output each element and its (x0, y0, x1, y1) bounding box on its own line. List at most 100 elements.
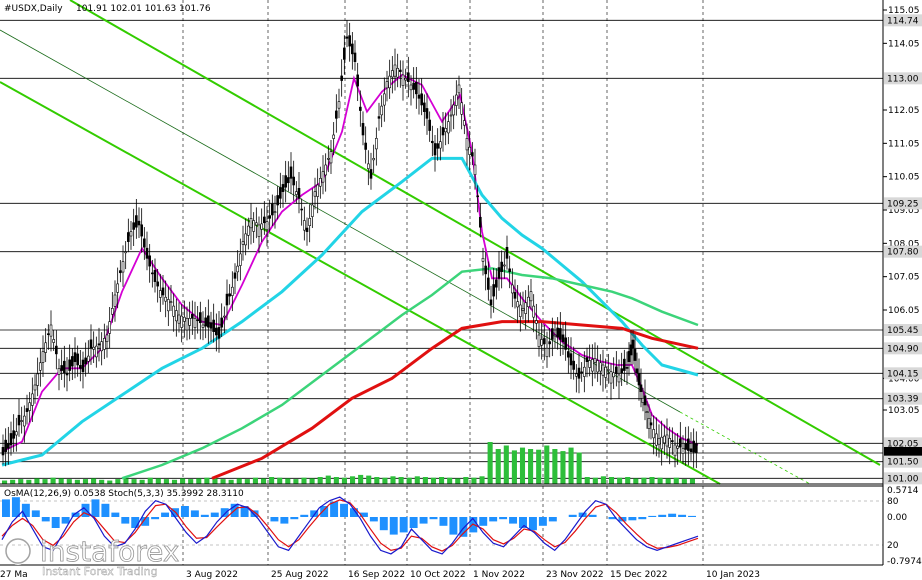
candle-body (73, 352, 77, 362)
candle-body (500, 261, 503, 272)
candle-body (665, 434, 669, 447)
candle-body (473, 164, 477, 175)
candle-body (151, 272, 154, 275)
candle-body (236, 265, 239, 273)
candle-body (65, 372, 69, 376)
osma-bar (449, 517, 458, 535)
candle-body (591, 359, 594, 372)
candle-body (516, 301, 519, 308)
volume-bar (544, 445, 550, 484)
volume-bar (617, 477, 623, 484)
price-level-badge (884, 14, 922, 27)
candle-body (492, 284, 495, 297)
osma-bar (638, 517, 647, 520)
date-tick-label: 23 Nov 2022 (546, 570, 604, 580)
candle-body (612, 372, 615, 378)
candle-body (12, 430, 15, 439)
price-level-badge (884, 367, 922, 380)
candle-body (260, 223, 263, 230)
candle-body (113, 294, 117, 307)
price-level-label: 101.50 (887, 458, 919, 468)
osma-bar (489, 517, 498, 522)
osma-bar (250, 510, 259, 517)
candle-body (324, 164, 327, 176)
candle-body (23, 415, 26, 427)
osma-bar (190, 510, 199, 517)
volume-bar (560, 451, 566, 484)
candle-body (452, 104, 455, 116)
osma-bar (61, 517, 70, 524)
candle-body (495, 279, 498, 288)
volume-bar (2, 480, 8, 484)
osma-bar (31, 510, 40, 517)
candle-body (505, 246, 509, 259)
candle-body (244, 233, 247, 246)
volume-bar (115, 479, 121, 484)
volume-bar (600, 476, 606, 484)
candle-body (196, 319, 199, 322)
subwindow-axis-label: 20 (887, 541, 899, 551)
candle-body (108, 321, 111, 334)
volume-bar (568, 447, 574, 484)
subwindow-axis-label: 0.00 (887, 513, 907, 523)
candle-body (25, 408, 29, 412)
candle-body (287, 177, 290, 184)
osma-bar (270, 517, 279, 522)
price-level-label: 105.45 (887, 326, 919, 336)
candle-body (655, 433, 658, 446)
price-level-badge (884, 324, 922, 336)
candle-body (596, 360, 599, 373)
candle-body (627, 351, 631, 362)
volume-bar (430, 477, 437, 484)
volume-bar (155, 478, 161, 484)
volume-bar (293, 479, 299, 484)
candle-body (436, 143, 439, 149)
candle-body (161, 287, 165, 296)
candle-body (519, 304, 522, 317)
candle-body (463, 120, 466, 126)
candle-body (692, 440, 695, 453)
volume-bar (681, 479, 687, 484)
candle-body (124, 251, 127, 254)
date-tick-label: 25 Aug 2022 (271, 570, 329, 580)
osma-bar (41, 517, 50, 522)
osma-bar (658, 514, 667, 517)
osma-bar (21, 503, 30, 517)
volume-bar (406, 477, 412, 484)
candle-body (76, 353, 79, 366)
candle-body (145, 247, 149, 259)
candle-body (167, 299, 170, 312)
price-tick-label: 107.05 (888, 273, 920, 283)
volume-bar (657, 477, 663, 484)
candle-body (511, 284, 514, 294)
watermark-tagline: Instant Forex Trading (42, 565, 158, 578)
candle-body (316, 184, 319, 197)
volume-bar (398, 477, 404, 484)
candle-body (548, 341, 551, 345)
candle-body (657, 438, 661, 445)
candle-body (55, 345, 58, 355)
channel-lower-line (0, 81, 721, 485)
volume-bar (180, 478, 186, 484)
candle-body (537, 334, 541, 347)
candle-body (129, 231, 133, 237)
price-tick-label: 109.05 (888, 206, 920, 216)
candle-body (201, 324, 205, 328)
price-level-label: 109.25 (887, 199, 919, 209)
candle-body (351, 43, 354, 55)
volume-bar (188, 479, 194, 484)
candle-body (449, 114, 453, 117)
candle-body (215, 327, 218, 336)
price-tick-label: 112.05 (888, 106, 920, 116)
candle-body (607, 369, 610, 371)
candle-body (561, 334, 565, 342)
osma-bar (220, 508, 229, 517)
candle-body (345, 36, 349, 39)
candle-body (503, 264, 506, 267)
candle-body (228, 293, 231, 297)
volume-bar (665, 478, 671, 484)
candle-body (385, 81, 389, 89)
candle-body (284, 175, 287, 188)
candle-body (372, 158, 375, 161)
candle-body (92, 346, 95, 350)
